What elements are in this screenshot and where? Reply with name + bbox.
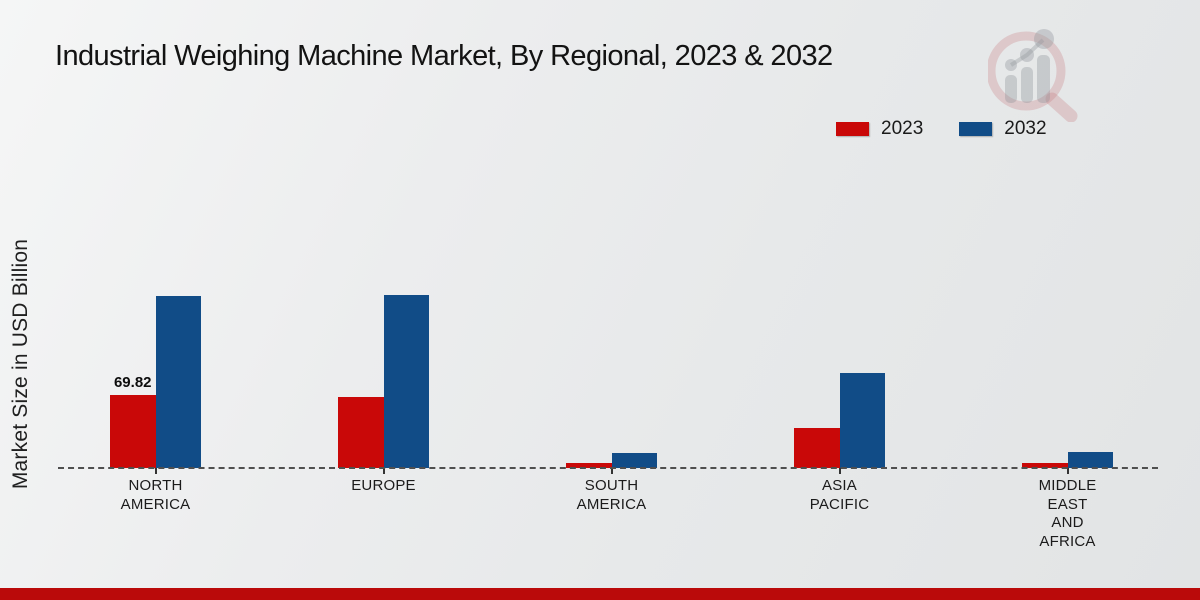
bar-2023-south-america	[566, 463, 612, 468]
legend-label: 2023	[881, 118, 924, 139]
legend-item-2023: 2023	[836, 118, 923, 140]
y-axis-label: Market Size in USD Billion	[9, 238, 32, 490]
x-axis-tick-south-america	[610, 468, 613, 474]
x-axis-tick-europe	[382, 468, 385, 474]
bar-2032-asia-pacific	[839, 373, 885, 468]
bar-2032-europe	[383, 295, 429, 468]
bar-2023-middle-east-and-africa	[1022, 463, 1068, 468]
category-label-middle-east-and-africa: MIDDLE EAST AND AFRICA	[1038, 477, 1097, 550]
magnifier-ring-icon	[988, 31, 1066, 111]
category-label-europe: EUROPE	[351, 477, 416, 494]
x-axis-tick-asia-pacific	[838, 468, 841, 474]
logo-bar-medium	[1021, 67, 1033, 103]
category-label-asia-pacific: ASIA PACIFIC	[809, 477, 870, 513]
bar-2032-middle-east-and-africa	[1067, 452, 1113, 468]
chart-title: Industrial Weighing Machine Market, By R…	[55, 40, 833, 72]
bar-2023-asia-pacific	[794, 428, 840, 468]
market-research-future-logo-watermark	[988, 29, 1078, 122]
category-label-south-america: SOUTH AMERICA	[576, 477, 647, 513]
logo-trend-line	[1009, 38, 1045, 67]
x-axis-tick-north-america	[154, 468, 157, 474]
bar-2032-south-america	[611, 453, 657, 468]
legend-item-2032: 2032	[959, 118, 1047, 140]
bar-2032-north-america	[155, 296, 201, 468]
logo-node-1	[1005, 59, 1017, 71]
logo-node-2	[1020, 48, 1034, 62]
x-axis-tick-middle-east-and-africa	[1066, 468, 1069, 474]
bar-2023-north-america	[110, 395, 156, 468]
logo-bar-small	[1005, 75, 1017, 103]
legend-swatch-2032	[959, 122, 993, 136]
legend-swatch-2023	[836, 122, 869, 136]
magnifier-handle-icon	[1045, 92, 1078, 122]
data-label-2023-north-america: 69.82	[113, 374, 152, 391]
footer-accent-bar	[0, 588, 1200, 600]
x-axis-baseline	[58, 467, 1158, 469]
logo-bar-large	[1037, 55, 1050, 103]
category-label-north-america: NORTH AMERICA	[120, 477, 191, 513]
bar-2023-europe	[338, 397, 384, 468]
legend: 2023 2032	[836, 118, 1047, 140]
logo-node-3	[1034, 29, 1054, 49]
legend-label: 2032	[1004, 118, 1047, 139]
